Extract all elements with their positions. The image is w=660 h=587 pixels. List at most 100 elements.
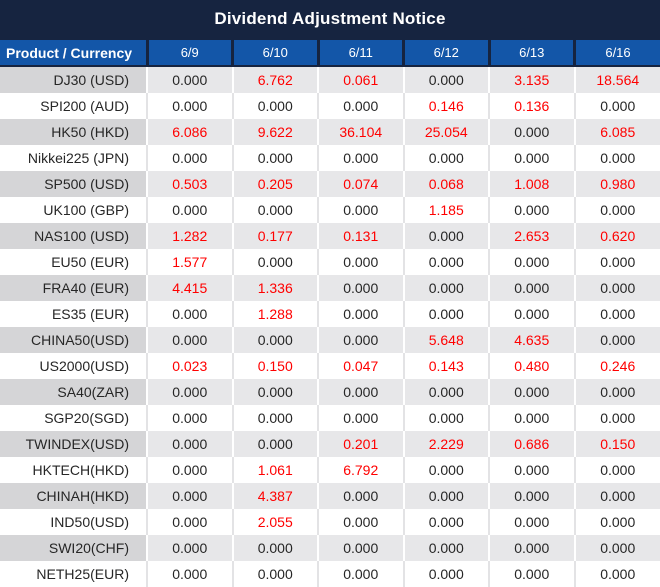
- product-cell: US2000(USD): [0, 353, 148, 379]
- table-row: CHINAH(HKD) 0.000 4.387 0.000 0.000 0.000 0.00…: [0, 483, 660, 509]
- value-cell: 0.061: [318, 66, 405, 93]
- value-cell: 0.000: [147, 66, 234, 93]
- value-cell: 0.000: [574, 93, 660, 119]
- value-cell: 0.000: [403, 535, 490, 561]
- value-cell: 4.387: [232, 483, 319, 509]
- table-row: US2000(USD) 0.023 0.150 0.047 0.143 0.480 0.24…: [0, 353, 660, 379]
- product-cell: ES35 (EUR): [0, 301, 148, 327]
- value-cell: 0.000: [403, 483, 490, 509]
- value-cell: 0.068: [403, 171, 490, 197]
- value-cell: 0.000: [489, 145, 576, 171]
- table-row: NAS100 (USD) 1.282 0.177 0.131 0.000 2.653 0.6…: [0, 223, 660, 249]
- value-cell: 1.577: [147, 249, 234, 275]
- product-cell: HKTECH(HKD): [0, 457, 148, 483]
- table-row: UK100 (GBP) 0.000 0.000 0.000 1.185 0.000 0.00…: [0, 197, 660, 223]
- value-cell: 4.415: [147, 275, 234, 301]
- value-cell: 0.000: [318, 249, 405, 275]
- value-cell: 0.000: [489, 379, 576, 405]
- value-cell: 0.150: [232, 353, 319, 379]
- value-cell: 0.000: [489, 275, 576, 301]
- value-cell: 0.620: [574, 223, 660, 249]
- value-cell: 0.000: [147, 431, 234, 457]
- value-cell: 0.000: [318, 93, 405, 119]
- value-cell: 0.000: [232, 145, 319, 171]
- value-cell: 2.229: [403, 431, 490, 457]
- value-cell: 0.000: [574, 483, 660, 509]
- value-cell: 0.000: [574, 327, 660, 353]
- value-cell: 0.980: [574, 171, 660, 197]
- value-cell: 0.000: [318, 145, 405, 171]
- value-cell: 5.648: [403, 327, 490, 353]
- page-title: Dividend Adjustment Notice: [0, 0, 660, 38]
- value-cell: 0.000: [574, 535, 660, 561]
- value-cell: 0.000: [318, 405, 405, 431]
- value-cell: 0.000: [574, 145, 660, 171]
- value-cell: 0.000: [489, 197, 576, 223]
- value-cell: 0.000: [489, 301, 576, 327]
- table-row: EU50 (EUR) 1.577 0.000 0.000 0.000 0.000 0.000: [0, 249, 660, 275]
- value-cell: 3.135: [489, 66, 576, 93]
- value-cell: 0.000: [574, 379, 660, 405]
- value-cell: 0.000: [147, 301, 234, 327]
- table-body: DJ30 (USD) 0.000 6.762 0.061 0.000 3.135 18.56…: [0, 66, 660, 587]
- product-cell: Nikkei225 (JPN): [0, 145, 148, 171]
- product-cell: TWINDEX(USD): [0, 431, 148, 457]
- value-cell: 2.055: [232, 509, 319, 535]
- value-cell: 0.000: [147, 93, 234, 119]
- value-cell: 0.503: [147, 171, 234, 197]
- value-cell: 0.000: [574, 249, 660, 275]
- value-cell: 0.000: [489, 509, 576, 535]
- value-cell: 0.000: [232, 197, 319, 223]
- value-cell: 0.000: [403, 66, 490, 93]
- value-cell: 0.000: [318, 509, 405, 535]
- value-cell: 0.000: [574, 561, 660, 587]
- value-cell: 1.185: [403, 197, 490, 223]
- product-cell: EU50 (EUR): [0, 249, 148, 275]
- dividend-table: Product / Currency 6/9 6/10 6/11 6/12 6/13 6/…: [0, 38, 660, 587]
- product-cell: SGP20(SGD): [0, 405, 148, 431]
- value-cell: 0.000: [232, 431, 319, 457]
- value-cell: 1.008: [489, 171, 576, 197]
- table-row: ES35 (EUR) 0.000 1.288 0.000 0.000 0.000 0.000: [0, 301, 660, 327]
- value-cell: 0.000: [147, 197, 234, 223]
- product-cell: HK50 (HKD): [0, 119, 148, 145]
- value-cell: 0.000: [147, 535, 234, 561]
- value-cell: 0.000: [574, 197, 660, 223]
- value-cell: 0.131: [318, 223, 405, 249]
- date-header-cell: 6/13: [487, 38, 575, 67]
- value-cell: 9.622: [232, 119, 319, 145]
- value-cell: 0.000: [318, 561, 405, 587]
- table-header-row: Product / Currency 6/9 6/10 6/11 6/12 6/13 6/…: [0, 38, 660, 67]
- table-row: Nikkei225 (JPN) 0.000 0.000 0.000 0.000 0.000…: [0, 145, 660, 171]
- value-cell: 0.000: [489, 119, 576, 145]
- value-cell: 0.000: [232, 249, 319, 275]
- value-cell: 0.000: [318, 535, 405, 561]
- value-cell: 0.000: [403, 275, 490, 301]
- value-cell: 0.686: [489, 431, 576, 457]
- value-cell: 0.000: [403, 561, 490, 587]
- table-row: SWI20(CHF) 0.000 0.000 0.000 0.000 0.000 0.000: [0, 535, 660, 561]
- value-cell: 36.104: [318, 119, 405, 145]
- product-cell: CHINA50(USD): [0, 327, 148, 353]
- value-cell: 18.564: [574, 66, 660, 93]
- table-row: SPI200 (AUD) 0.000 0.000 0.000 0.146 0.136 0.0…: [0, 93, 660, 119]
- table-row: DJ30 (USD) 0.000 6.762 0.061 0.000 3.135 18.56…: [0, 66, 660, 93]
- value-cell: 0.143: [403, 353, 490, 379]
- value-cell: 0.000: [574, 509, 660, 535]
- value-cell: 0.000: [489, 249, 576, 275]
- value-cell: 0.000: [232, 535, 319, 561]
- value-cell: 0.000: [403, 405, 490, 431]
- product-cell: NAS100 (USD): [0, 223, 148, 249]
- value-cell: 0.000: [318, 379, 405, 405]
- value-cell: 0.000: [318, 197, 405, 223]
- product-cell: SP500 (USD): [0, 171, 148, 197]
- table-row: SA40(ZAR) 0.000 0.000 0.000 0.000 0.000 0.000: [0, 379, 660, 405]
- date-header-cell: 6/11: [316, 38, 404, 67]
- value-cell: 0.146: [403, 93, 490, 119]
- value-cell: 6.762: [232, 66, 319, 93]
- value-cell: 0.000: [489, 535, 576, 561]
- value-cell: 1.288: [232, 301, 319, 327]
- value-cell: 0.000: [147, 379, 234, 405]
- value-cell: 0.000: [489, 405, 576, 431]
